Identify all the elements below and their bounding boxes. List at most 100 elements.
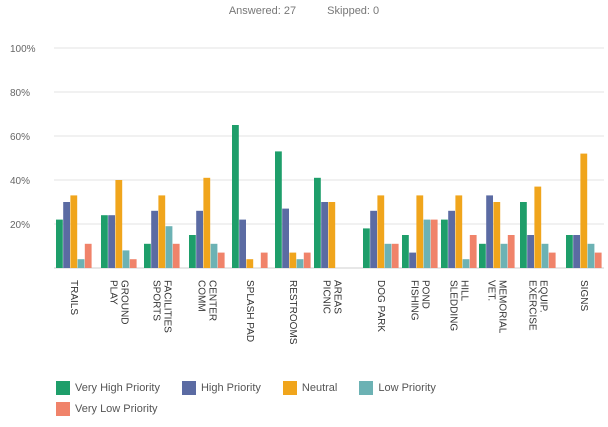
category-label: DOG PARK: [375, 280, 386, 332]
category-label: PICNIC: [321, 280, 332, 314]
bar: [594, 252, 602, 268]
y-tick-label: 40%: [10, 176, 30, 187]
bar: [77, 259, 85, 268]
category-label: SIGNS: [578, 280, 589, 311]
bar: [122, 250, 130, 268]
answered-count: Answered: 27: [228, 5, 297, 17]
bar: [189, 235, 196, 268]
legend-swatch: [282, 381, 297, 395]
category-label: EQUIP.: [538, 280, 549, 313]
skipped-count: Skipped: 0: [327, 5, 380, 17]
category-label: COMM: [196, 280, 207, 312]
bar: [151, 210, 158, 268]
bar: [580, 153, 588, 268]
legend-label: Low Priority: [378, 382, 436, 394]
bar: [423, 219, 431, 268]
legend-swatch: [181, 381, 196, 395]
bar: [377, 195, 385, 268]
bar: [239, 219, 246, 268]
bar: [500, 243, 508, 268]
category-label: MEMORIAL: [497, 280, 508, 334]
bar: [158, 195, 166, 268]
bar: [115, 180, 123, 268]
category-label: RESTROOMS: [287, 280, 298, 345]
legend-item: Neutral: [282, 380, 337, 396]
category-label: SPORTS: [151, 280, 162, 321]
legend-item: Very High Priority: [56, 380, 160, 396]
bar: [566, 235, 573, 268]
bar: [534, 186, 542, 268]
category-label: CENTER: [207, 280, 218, 321]
bar: [172, 243, 180, 268]
category-label: TRAILS: [68, 280, 79, 315]
bar: [363, 228, 370, 268]
bar: [541, 243, 549, 268]
bar: [384, 243, 392, 268]
y-tick-label: 60%: [10, 132, 30, 143]
category-label: VET.: [486, 280, 497, 301]
bar: [84, 243, 92, 268]
response-summary: Answered: 27 Skipped: 0: [0, 5, 608, 17]
bar: [391, 243, 399, 268]
category-label: SLEDDING: [448, 280, 459, 331]
y-tick-label: 100%: [10, 44, 36, 55]
bar: [455, 195, 463, 268]
bar: [63, 202, 70, 268]
bar: [441, 219, 448, 268]
bar: [587, 243, 595, 268]
legend-swatch: [56, 402, 70, 416]
bar: [573, 235, 580, 268]
bar: [196, 210, 203, 268]
bar: [101, 215, 108, 268]
bar: [416, 195, 424, 268]
bar: [448, 210, 455, 268]
bar: [203, 177, 211, 268]
bar: [210, 243, 218, 268]
legend-item: Very Low Priority: [56, 401, 158, 417]
bar: [144, 243, 151, 268]
bar: [548, 252, 556, 268]
bar: [507, 235, 515, 268]
bar: [282, 208, 289, 268]
bar: [402, 235, 409, 268]
y-tick-label: 20%: [10, 220, 30, 231]
bar: [232, 125, 239, 268]
bar: [303, 252, 311, 268]
category-label: FISHING: [409, 280, 420, 321]
category-label: AREAS: [332, 280, 343, 314]
y-tick-label: 80%: [10, 88, 30, 99]
category-label: SPLASH PAD: [244, 280, 255, 342]
priority-bar-chart: 100% 80% 60% 40% 20% TRAILS PLAY GROUND SPORTS FA…: [10, 44, 604, 345]
bar: [108, 215, 115, 268]
bar: [70, 195, 78, 268]
bar: [430, 219, 438, 268]
category-label: HILL: [459, 280, 470, 302]
bar: [246, 259, 254, 268]
bar: [409, 252, 416, 268]
category-label: FACILITIES: [162, 280, 173, 333]
bar: [493, 202, 501, 268]
bar: [370, 210, 377, 268]
legend-item: High Priority: [181, 380, 261, 396]
bar: [479, 243, 486, 268]
legend-swatch: [359, 381, 374, 395]
legend-label: Very Low Priority: [75, 403, 158, 415]
bar: [469, 235, 477, 268]
bar: [314, 177, 321, 268]
bar: [165, 226, 173, 268]
category-label: GROUND: [119, 280, 130, 324]
bar: [520, 202, 527, 268]
category-label: PLAY: [108, 280, 119, 305]
legend-swatch: [56, 381, 70, 395]
bar: [56, 219, 63, 268]
legend-item: Low Priority: [359, 380, 436, 396]
bar: [129, 259, 137, 268]
bar: [275, 151, 282, 268]
bar: [217, 252, 225, 268]
category-label: EXERCISE: [527, 280, 538, 331]
bar: [328, 202, 336, 268]
bar: [260, 252, 268, 268]
bar: [296, 259, 304, 268]
legend-label: Very High Priority: [75, 382, 160, 394]
bar: [486, 195, 493, 268]
